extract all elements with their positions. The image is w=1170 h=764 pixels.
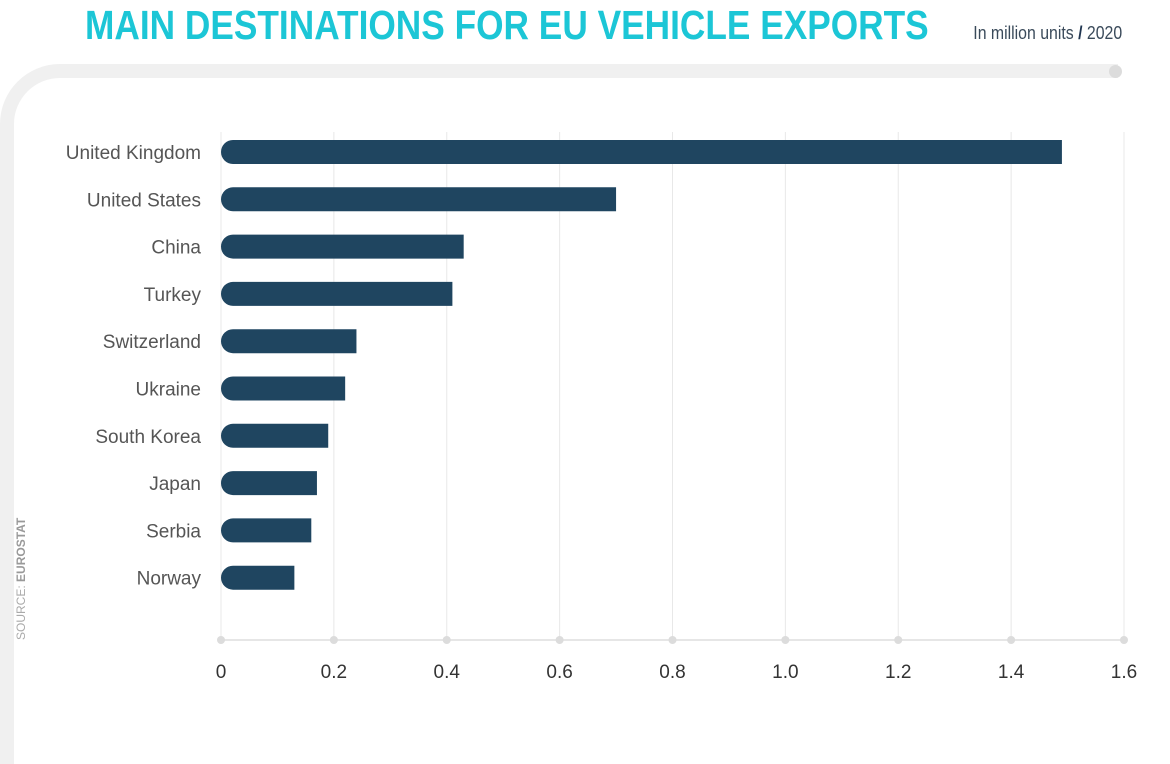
tick-dot [894, 636, 903, 644]
tick-dot [217, 636, 225, 644]
x-tick-label: 0 [216, 662, 227, 683]
bar [221, 187, 617, 212]
category-label: Serbia [146, 521, 201, 542]
tick-dot [1120, 636, 1128, 644]
x-tick-label: 0.4 [434, 662, 461, 683]
tick-dot [442, 636, 451, 644]
subtitle-separator: / [1077, 23, 1083, 43]
chart-subtitle: In million units / 2020 [973, 23, 1122, 44]
category-label: South Korea [95, 427, 201, 448]
bar-chart: 0 0.2 0.4 0.6 0.8 1.0 1.2 1.4 1.6 United Kingdom U… [66, 132, 1137, 683]
bar [221, 140, 1062, 164]
unit-label: In million units [973, 23, 1074, 43]
category-label: Switzerland [103, 332, 201, 353]
chart-frame [0, 64, 1118, 764]
x-tick-label: 1.0 [772, 662, 798, 683]
bar [221, 471, 317, 496]
bar [221, 423, 329, 448]
bar [221, 234, 464, 259]
tick-dot [329, 636, 338, 644]
x-tick-label: 1.4 [998, 662, 1025, 683]
tick-dot [668, 636, 677, 644]
bar [221, 376, 346, 401]
bar [221, 565, 295, 590]
category-label: United Kingdom [66, 143, 201, 164]
bar [221, 518, 312, 543]
x-tick-label: 0.8 [659, 662, 685, 683]
frame-dot [1109, 65, 1122, 78]
category-label: Turkey [144, 285, 202, 306]
category-label: China [151, 238, 201, 259]
tick-dot [555, 636, 564, 644]
category-label: Norway [137, 569, 202, 590]
x-tick-label: 0.6 [546, 662, 572, 683]
tick-dot [1007, 636, 1016, 644]
tick-dot [781, 636, 790, 644]
year-label: 2020 [1086, 23, 1122, 43]
x-tick-label: 1.2 [885, 662, 911, 683]
chart-title: MAIN DESTINATIONS FOR EU VEHICLE EXPORTS [85, 2, 929, 48]
category-label: Japan [149, 474, 201, 495]
category-label: United States [87, 190, 201, 211]
bar [221, 329, 357, 354]
x-tick-label: 1.6 [1111, 662, 1137, 683]
category-label: Ukraine [136, 380, 201, 401]
bar [221, 281, 453, 306]
x-tick-label: 0.2 [321, 662, 347, 683]
